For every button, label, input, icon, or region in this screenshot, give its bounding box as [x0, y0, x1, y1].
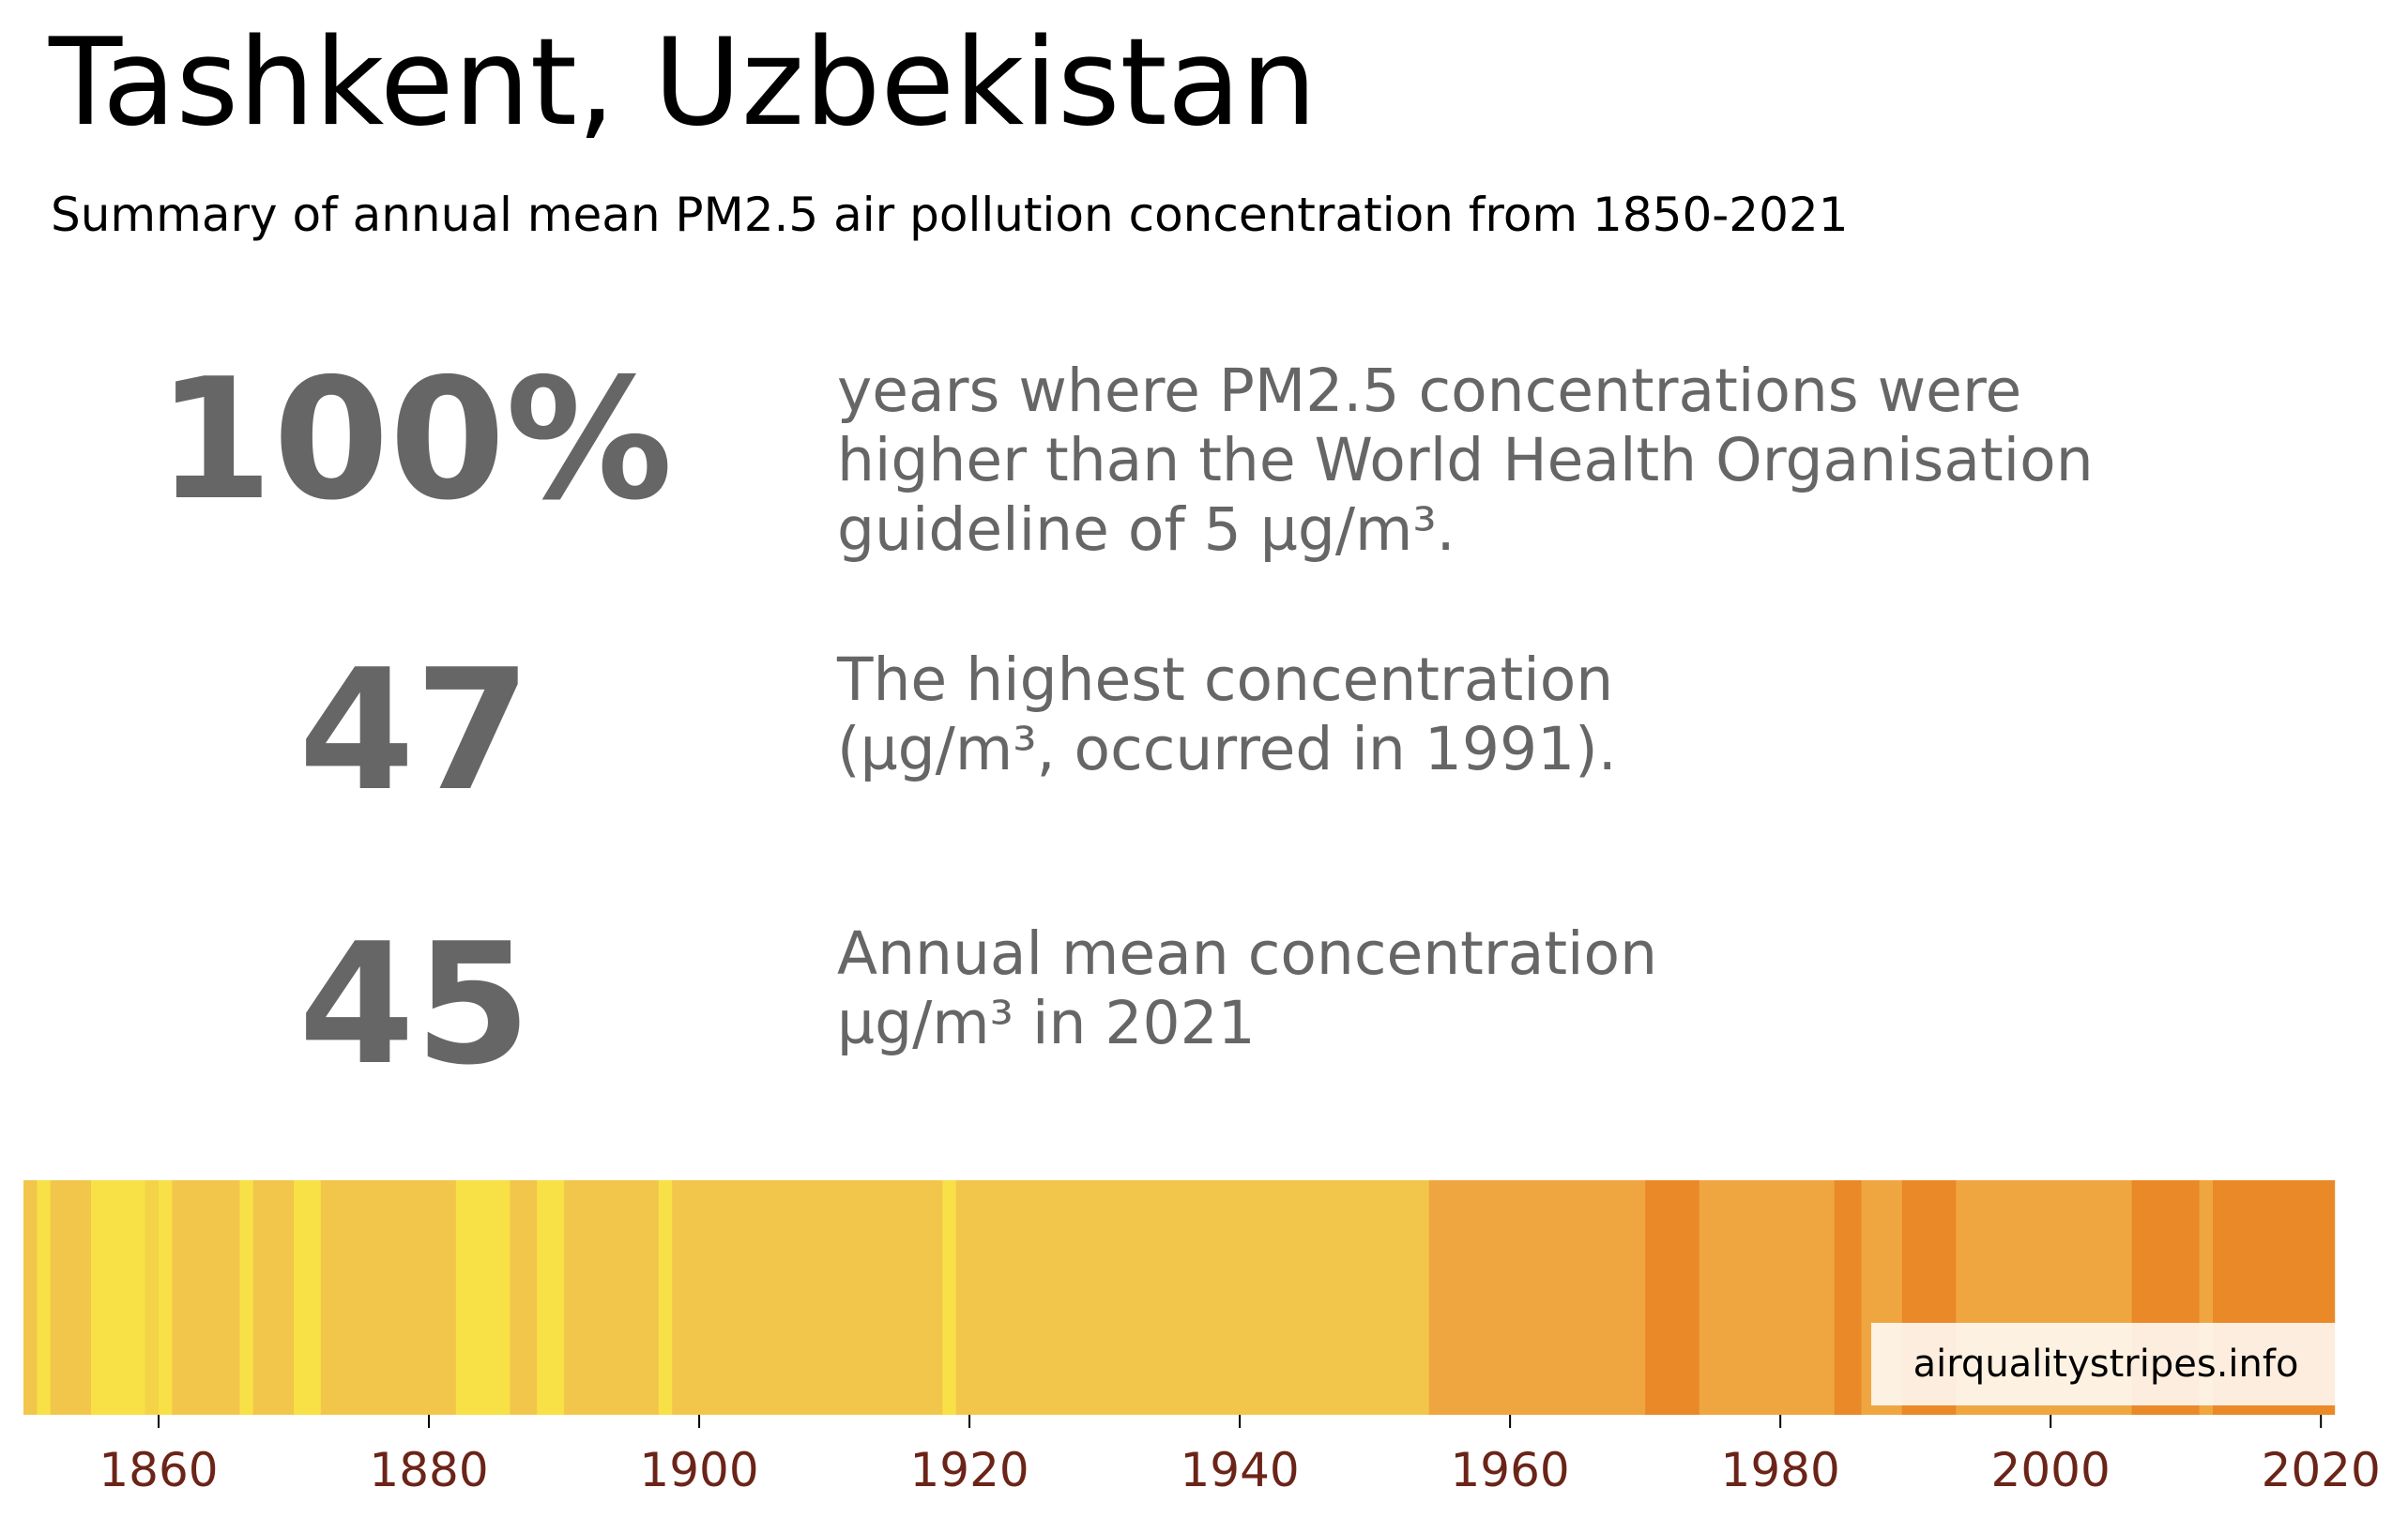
x-axis-tick-label: 1900 — [639, 1443, 758, 1497]
stripe-band — [1428, 1180, 1646, 1415]
x-axis-tick-label: 1860 — [99, 1443, 218, 1497]
stripe-band — [564, 1180, 660, 1415]
stripe-band — [1699, 1180, 1836, 1415]
stripe-band — [455, 1180, 511, 1415]
stat-description-line: Annual mean concentration — [837, 919, 1658, 988]
stat-description-highest: The highest concentration (µg/m³, occurr… — [837, 645, 2339, 784]
x-axis-tick-label: 1940 — [1180, 1443, 1299, 1497]
stripe-band — [1645, 1180, 1700, 1415]
stat-value-latest: 45 — [298, 907, 531, 1101]
stripe-band — [239, 1180, 254, 1415]
stat-description-exceedance: years where PM2.5 concentrations were hi… — [837, 357, 2339, 565]
stripe-band — [510, 1180, 538, 1415]
x-axis-tick-label: 1960 — [1451, 1443, 1570, 1497]
stripe-band — [294, 1180, 322, 1415]
stat-value-exceedance: 100% — [157, 342, 673, 537]
stat-description-line: years where PM2.5 concentrations were — [837, 357, 2022, 425]
x-axis-tick-label: 2020 — [2262, 1443, 2381, 1497]
x-axis-tick-label: 2000 — [1991, 1443, 2111, 1497]
stripe-band — [23, 1180, 38, 1415]
stat-description-line: guideline of 5 µg/m³. — [837, 495, 1455, 564]
stripe-band — [37, 1180, 52, 1415]
x-axis-tick-label: 1980 — [1721, 1443, 1840, 1497]
stripe-band — [172, 1180, 241, 1415]
stripe-band — [942, 1180, 957, 1415]
stripe-band — [537, 1180, 565, 1415]
stat-description-line: (µg/m³, occurred in 1991). — [837, 715, 1617, 783]
stripe-band — [252, 1180, 295, 1415]
stripe-band — [145, 1180, 160, 1415]
stat-description-latest: Annual mean concentration µg/m³ in 2021 — [837, 919, 2339, 1058]
stripe-band — [50, 1180, 92, 1415]
stripe-band — [672, 1180, 943, 1415]
stat-value-highest: 47 — [298, 633, 531, 827]
source-label[interactable]: airqualitystripes.info — [1871, 1323, 2340, 1405]
stripe-band — [1834, 1180, 1863, 1415]
x-axis-tick-label: 1920 — [909, 1443, 1029, 1497]
stat-description-line: The highest concentration — [837, 645, 1614, 714]
page-title: Tashkent, Uzbekistan — [49, 13, 1318, 153]
stat-description-line: higher than the World Health Organisatio… — [837, 426, 2094, 494]
stat-description-line: µg/m³ in 2021 — [837, 989, 1256, 1057]
stripe-band — [159, 1180, 174, 1415]
stripe-band — [320, 1180, 457, 1415]
stripe-band — [91, 1180, 146, 1415]
page-subtitle: Summary of annual mean PM2.5 air polluti… — [51, 188, 1849, 242]
x-axis-tick-label: 1880 — [369, 1443, 488, 1497]
stripe-band — [658, 1180, 673, 1415]
stripe-band — [955, 1180, 1430, 1415]
